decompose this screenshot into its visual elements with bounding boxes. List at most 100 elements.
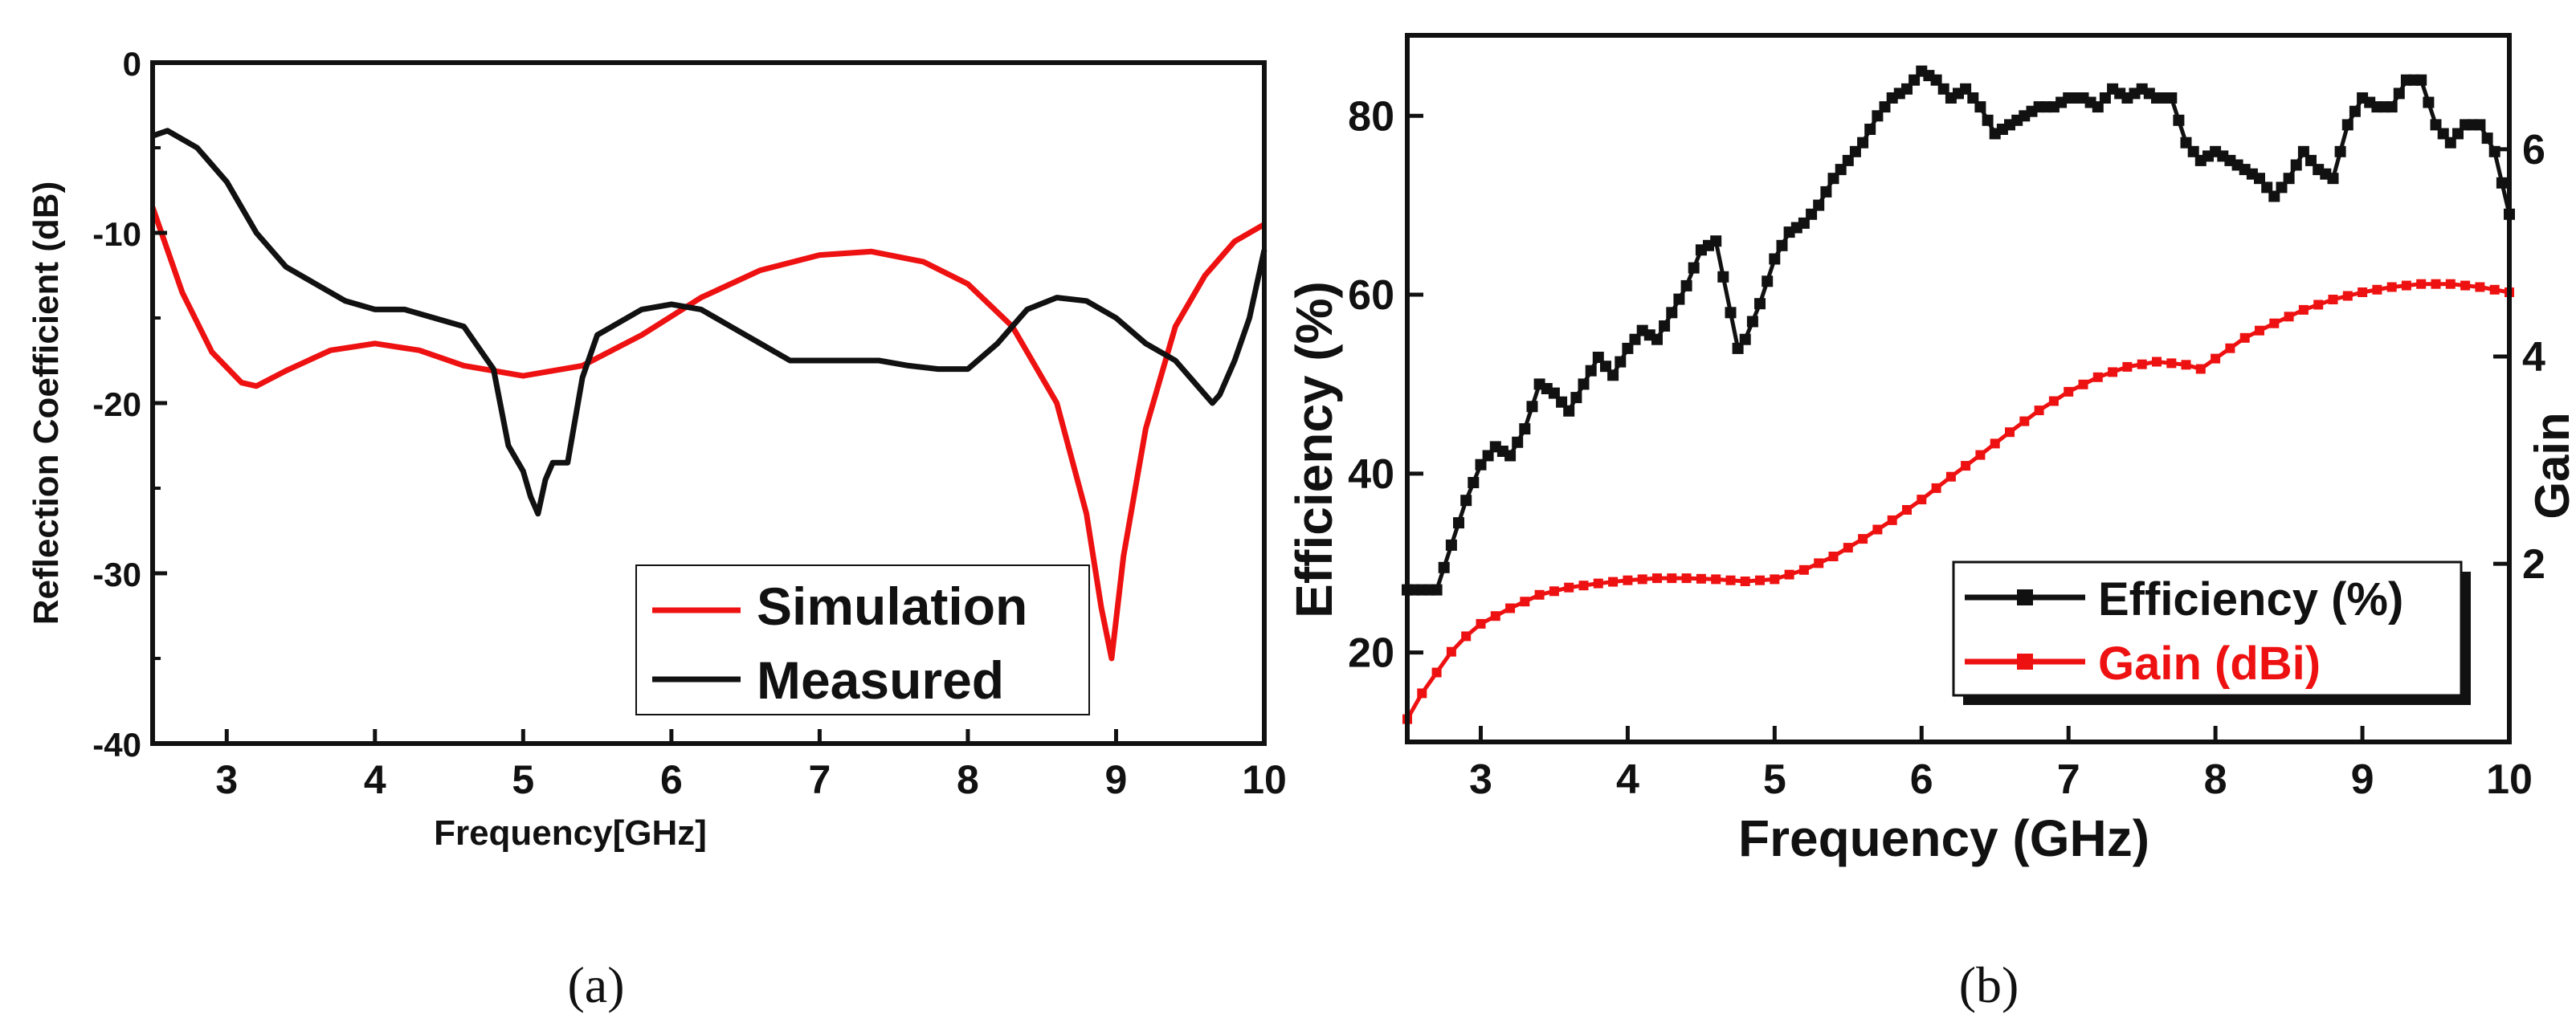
chart-a-x-axis-label: Frequency[GHz]	[434, 813, 707, 853]
chart-a-legend-label-simulation: Simulation	[757, 577, 1027, 636]
chart-b-x-tick-label: 8	[2204, 756, 2227, 803]
chart-b-marker-gain	[1975, 450, 1986, 460]
chart-b-marker-gain	[2092, 372, 2103, 382]
chart-b-marker-gain	[1431, 667, 1442, 678]
chart-b-legend-label-efficiency: Efficiency (%)	[2098, 573, 2403, 626]
chart-b-marker-efficiency	[2481, 132, 2493, 145]
caption-b: (b)	[1959, 956, 2019, 1013]
chart-b-marker-gain	[2137, 359, 2147, 369]
chart-a-series-line-measured	[151, 128, 1268, 517]
chart-b-marker-gain	[2019, 416, 2030, 426]
chart-b-marker-gain	[1902, 505, 1912, 515]
chart-b-marker-gain	[2489, 284, 2500, 295]
chart-b-right-y-axis: 2 4 6	[2493, 127, 2545, 588]
chart-b-marker-gain	[1696, 573, 1706, 584]
chart-b-marker-efficiency	[1769, 253, 1781, 265]
chart-b-marker-gain	[1961, 461, 1971, 471]
chart-b-marker-gain	[2166, 358, 2177, 369]
chart-b-marker-efficiency	[1982, 114, 1994, 126]
chart-b-marker-gain	[2460, 280, 2471, 291]
chart-b-marker-gain	[1945, 471, 1956, 482]
chart-b-marker-efficiency	[1974, 101, 1986, 113]
chart-a-x-tick-label: 6	[660, 757, 683, 802]
chart-b-marker-efficiency	[1776, 239, 1788, 251]
chart-b-marker-efficiency	[1600, 361, 1611, 373]
chart-b-marker-gain	[2358, 287, 2368, 297]
chart-b-right-y-tick-label: 4	[2522, 334, 2545, 381]
chart-b-marker-efficiency	[1578, 378, 1590, 390]
chart-a-x-tick-label: 4	[364, 757, 386, 802]
chart-b-marker-efficiency	[1585, 365, 1597, 377]
chart-b-marker-gain	[1725, 575, 1736, 585]
chart-b-marker-gain	[2416, 279, 2427, 289]
chart-b-marker-efficiency	[1901, 83, 1913, 95]
chart-b-marker-efficiency	[1967, 92, 1979, 104]
chart-b-marker-gain	[1917, 495, 1927, 505]
chart-b-marker-efficiency	[2437, 128, 2449, 140]
chart-b-marker-gain	[1490, 611, 1500, 621]
chart-a-y-tick-label: -40	[92, 726, 141, 764]
chart-b-marker-efficiency	[1548, 387, 1560, 399]
chart-b-marker-efficiency	[2268, 190, 2280, 202]
chart-b-marker-gain	[1637, 574, 1647, 585]
chart-b-marker-gain	[1623, 575, 1633, 585]
chart-b-right-y-tick-label: 2	[2522, 541, 2545, 588]
chart-b-marker-gain	[1578, 581, 1589, 591]
chart-b-marker-gain	[2225, 343, 2235, 353]
chart-b-marker-efficiency	[2166, 92, 2178, 104]
chart-b-marker-efficiency	[1688, 262, 1700, 274]
chart-b-marker-efficiency	[1445, 539, 1457, 551]
chart-b-left-y-axis: 20 40 60 80	[1348, 93, 1423, 677]
chart-b-marker-efficiency	[1526, 401, 1538, 413]
chart-b-marker-efficiency	[2187, 145, 2199, 157]
chart-b-marker-efficiency	[2474, 119, 2486, 131]
chart-b-marker-efficiency	[1431, 584, 1443, 596]
chart-b-marker-efficiency	[1438, 561, 1450, 573]
chart-b-efficiency-gain: 3 4 5 6 7 8 9 10 20 40 60 80 2 4 6 Frequency (GHz) E…	[1285, 33, 2576, 1013]
chart-b-marker-efficiency	[1732, 342, 1744, 354]
chart-a-x-tick-label: 9	[1105, 757, 1128, 802]
chart-b-marker-gain	[1784, 569, 1794, 580]
chart-b-left-y-tick-label: 20	[1348, 630, 1394, 677]
chart-b-marker-efficiency	[1820, 185, 1832, 198]
chart-b-marker-gain	[2048, 396, 2059, 406]
chart-b-marker-gain	[1843, 543, 1853, 553]
chart-b-marker-efficiency	[1798, 217, 1810, 229]
chart-b-legend-marker-gain	[2017, 654, 2033, 670]
chart-a-x-tick-label: 3	[215, 757, 238, 802]
chart-b-marker-efficiency	[1835, 164, 1847, 176]
chart-b-x-tick-label: 4	[1616, 756, 1639, 803]
chart-a-y-tick-label: 0	[123, 45, 141, 83]
chart-b-marker-gain	[1667, 573, 1677, 584]
chart-b-marker-efficiency	[2423, 96, 2435, 108]
chart-b-marker-gain	[1798, 564, 1809, 575]
chart-b-marker-gain	[2064, 386, 2074, 397]
chart-b-marker-efficiency	[2430, 119, 2442, 131]
chart-a-reflection-coefficient: 3 4 5 6 7 8 9 10 0 -10 -20 -30 -40 Frequency[GHz] R…	[27, 45, 1287, 1013]
chart-b-marker-efficiency	[2334, 145, 2346, 157]
chart-b-marker-gain	[1931, 483, 1941, 493]
chart-b-x-tick-label: 10	[2486, 756, 2533, 803]
chart-b-marker-efficiency	[1930, 74, 1942, 86]
chart-b-marker-gain	[1446, 646, 1456, 657]
chart-b-marker-gain	[1990, 438, 2000, 449]
chart-b-marker-gain	[2445, 279, 2456, 289]
chart-b-marker-gain	[2181, 360, 2191, 370]
chart-b-left-y-tick-label: 60	[1348, 272, 1394, 319]
chart-b-marker-gain	[1417, 688, 1427, 699]
chart-b-marker-gain	[1887, 515, 1897, 525]
chart-b-marker-gain	[2298, 304, 2309, 315]
chart-b-marker-gain	[1652, 573, 1662, 584]
chart-b-marker-efficiency	[2254, 173, 2265, 185]
chart-b-marker-gain	[1681, 573, 1692, 584]
chart-a-y-axis-label: Reflection Coefficient (dB)	[27, 181, 66, 625]
chart-b-marker-efficiency	[1909, 74, 1921, 86]
chart-b-marker-gain	[2313, 300, 2324, 310]
chart-b-marker-gain	[2195, 364, 2206, 374]
chart-b-marker-efficiency	[2305, 154, 2317, 166]
chart-b-left-y-tick-label: 80	[1348, 93, 1394, 140]
chart-b-x-axis-label: Frequency (GHz)	[1738, 809, 2149, 867]
chart-b-left-y-tick-label: 40	[1348, 451, 1394, 498]
chart-b-marker-efficiency	[1570, 392, 1582, 404]
chart-a-legend: Simulation Measured	[635, 564, 1090, 715]
